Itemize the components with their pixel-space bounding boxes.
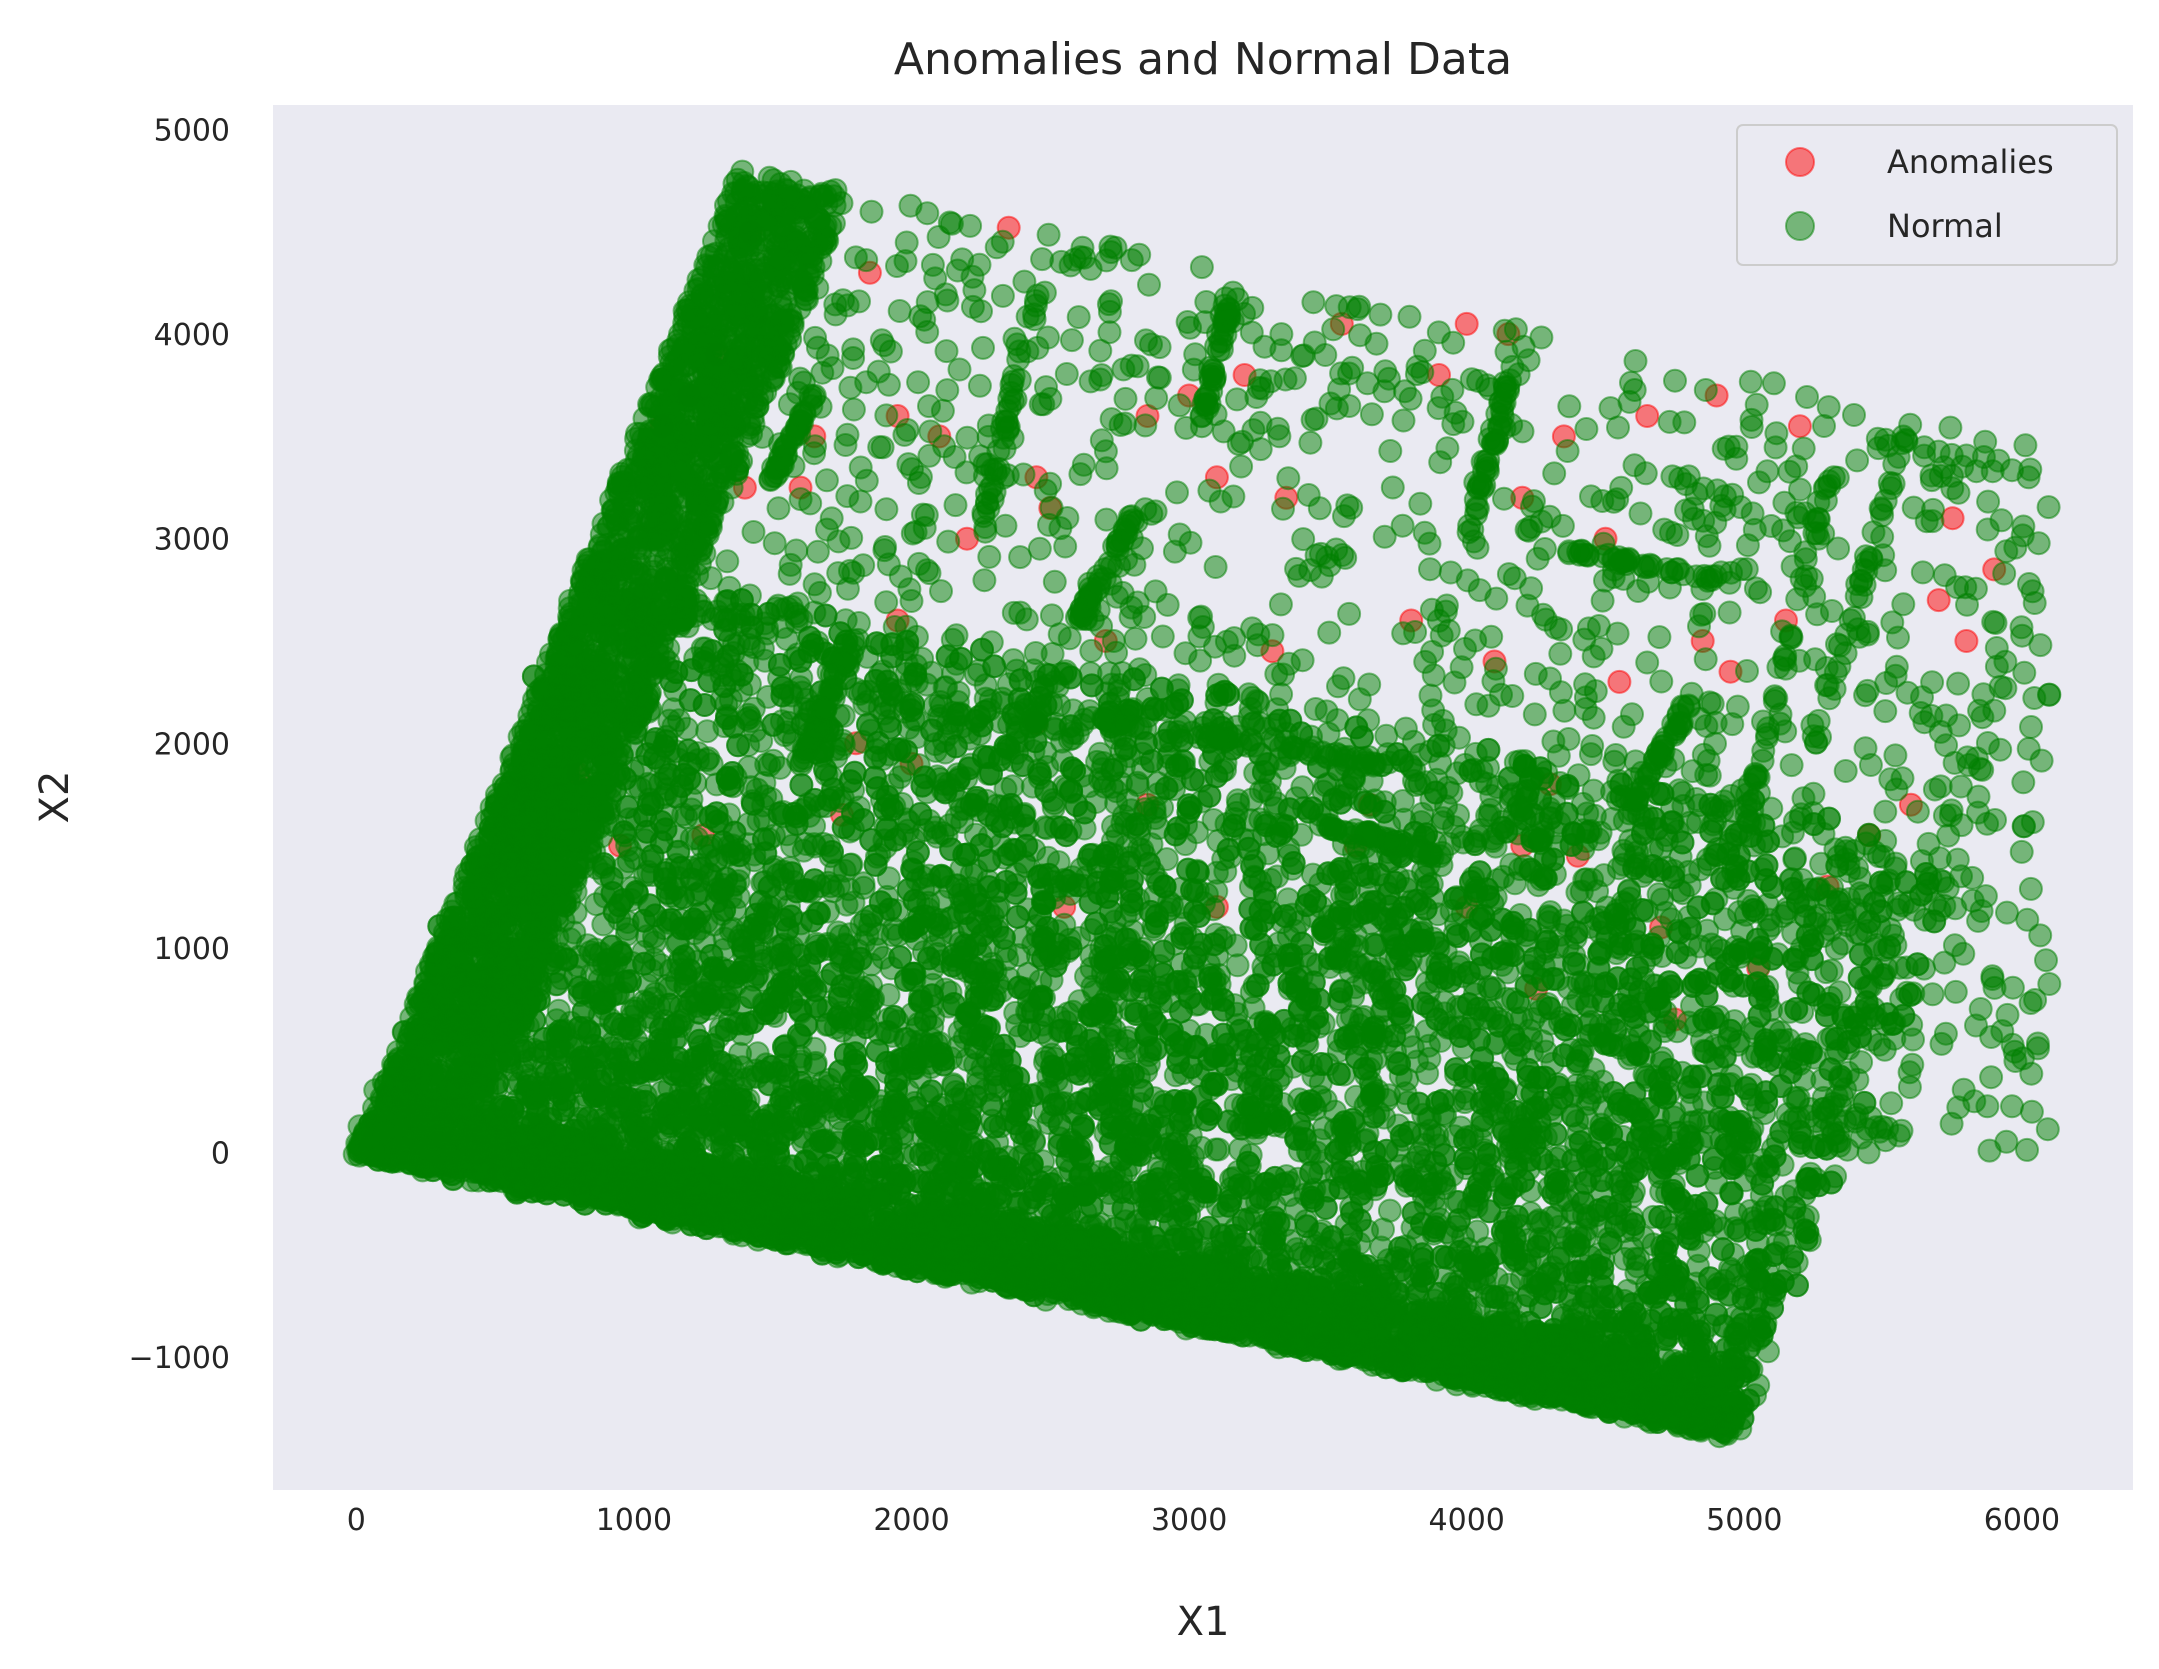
anomaly-point <box>1787 414 1812 439</box>
anomaly-point <box>1635 404 1660 428</box>
anomaly-point <box>1454 311 1479 336</box>
anomaly-point <box>1954 629 1979 653</box>
series-normal <box>342 159 2062 1449</box>
anomaly-point <box>1926 588 1951 613</box>
normal-point <box>1819 958 1844 983</box>
anomaly-point <box>1607 669 1632 694</box>
normal-point <box>1782 847 1807 872</box>
